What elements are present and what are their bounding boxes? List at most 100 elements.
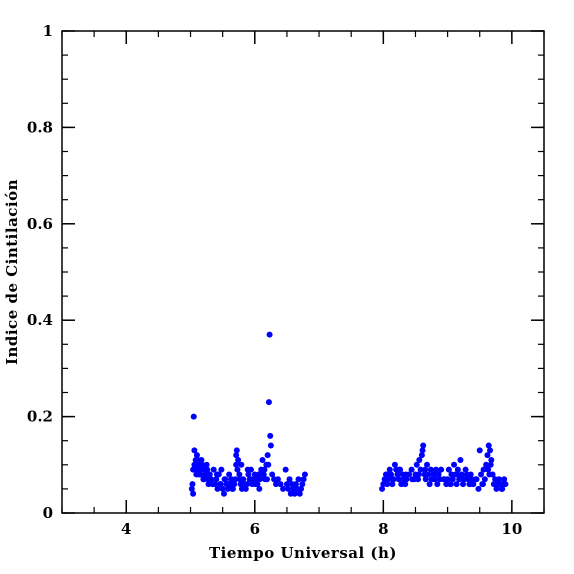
data-point bbox=[277, 481, 284, 488]
data-point bbox=[282, 466, 289, 473]
data-point bbox=[389, 476, 396, 483]
data-point bbox=[485, 442, 492, 449]
x-tick-label: 10 bbox=[501, 520, 522, 538]
data-point bbox=[487, 447, 494, 454]
data-point bbox=[267, 442, 274, 449]
data-point bbox=[427, 466, 434, 473]
data-point bbox=[206, 471, 213, 478]
data-point bbox=[295, 476, 302, 483]
y-tick-label: 0.2 bbox=[27, 408, 53, 426]
data-point bbox=[285, 485, 292, 492]
data-point bbox=[229, 485, 236, 492]
data-point bbox=[280, 485, 287, 492]
data-point bbox=[430, 471, 437, 478]
data-point bbox=[190, 490, 197, 497]
data-point bbox=[204, 466, 211, 473]
data-point bbox=[422, 466, 429, 473]
data-point bbox=[402, 471, 409, 478]
data-point bbox=[264, 476, 271, 483]
data-point bbox=[417, 466, 424, 473]
data-point bbox=[379, 485, 386, 492]
data-point bbox=[224, 485, 231, 492]
x-tick-label: 8 bbox=[378, 520, 388, 538]
data-point bbox=[197, 471, 204, 478]
y-tick-label: 0.8 bbox=[27, 118, 53, 136]
data-point bbox=[214, 485, 221, 492]
data-point bbox=[244, 466, 251, 473]
data-point bbox=[219, 485, 226, 492]
data-point bbox=[391, 461, 398, 468]
data-point bbox=[231, 481, 238, 488]
data-point bbox=[422, 476, 429, 483]
data-point bbox=[218, 466, 225, 473]
data-point bbox=[301, 471, 308, 478]
data-point bbox=[298, 485, 305, 492]
data-point bbox=[221, 476, 228, 483]
data-point bbox=[235, 456, 242, 463]
data-point bbox=[383, 471, 390, 478]
data-point bbox=[409, 476, 416, 483]
data-point bbox=[394, 471, 401, 478]
data-point bbox=[395, 476, 402, 483]
data-point bbox=[273, 481, 280, 488]
data-point bbox=[483, 461, 490, 468]
data-point bbox=[255, 471, 262, 478]
data-point bbox=[445, 466, 452, 473]
data-point bbox=[292, 481, 299, 488]
data-point bbox=[194, 456, 201, 463]
data-point bbox=[396, 466, 403, 473]
data-point bbox=[499, 485, 506, 492]
data-point bbox=[245, 471, 252, 478]
data-point bbox=[202, 471, 209, 478]
data-point bbox=[291, 490, 298, 497]
data-point bbox=[385, 476, 392, 483]
data-point bbox=[265, 399, 272, 406]
data-point bbox=[238, 461, 245, 468]
data-point bbox=[456, 476, 463, 483]
data-point bbox=[460, 481, 467, 488]
data-point bbox=[232, 476, 239, 483]
data-point bbox=[403, 476, 410, 483]
data-point bbox=[189, 481, 196, 488]
data-point bbox=[415, 476, 422, 483]
data-point bbox=[402, 481, 409, 488]
data-point bbox=[210, 466, 217, 473]
data-point bbox=[237, 476, 244, 483]
data-point bbox=[426, 481, 433, 488]
data-point bbox=[299, 481, 306, 488]
data-point bbox=[441, 476, 448, 483]
data-point bbox=[248, 476, 255, 483]
x-tick-label: 6 bbox=[250, 520, 260, 538]
data-point bbox=[188, 485, 195, 492]
data-point bbox=[213, 476, 220, 483]
data-point bbox=[264, 452, 271, 459]
data-point bbox=[480, 466, 487, 473]
data-point bbox=[233, 447, 240, 454]
data-point bbox=[454, 471, 461, 478]
data-point bbox=[196, 466, 203, 473]
data-point bbox=[274, 476, 281, 483]
data-point bbox=[226, 471, 233, 478]
data-point bbox=[449, 476, 456, 483]
data-point bbox=[447, 481, 454, 488]
data-point bbox=[266, 331, 273, 338]
data-point bbox=[492, 481, 499, 488]
plot-frame bbox=[61, 30, 545, 514]
data-point bbox=[191, 461, 198, 468]
data-point bbox=[428, 476, 435, 483]
data-point bbox=[433, 466, 440, 473]
data-point bbox=[413, 461, 420, 468]
data-point bbox=[415, 471, 422, 478]
minor-ticks bbox=[61, 30, 545, 514]
data-point bbox=[434, 471, 441, 478]
data-point bbox=[462, 466, 469, 473]
data-point bbox=[454, 466, 461, 473]
data-point bbox=[225, 481, 232, 488]
y-axis-title: Indice de Cintilación bbox=[3, 179, 21, 365]
data-point bbox=[425, 471, 432, 478]
data-point bbox=[384, 481, 391, 488]
x-tick-label: 4 bbox=[121, 520, 131, 538]
data-point bbox=[210, 481, 217, 488]
data-point bbox=[467, 481, 474, 488]
